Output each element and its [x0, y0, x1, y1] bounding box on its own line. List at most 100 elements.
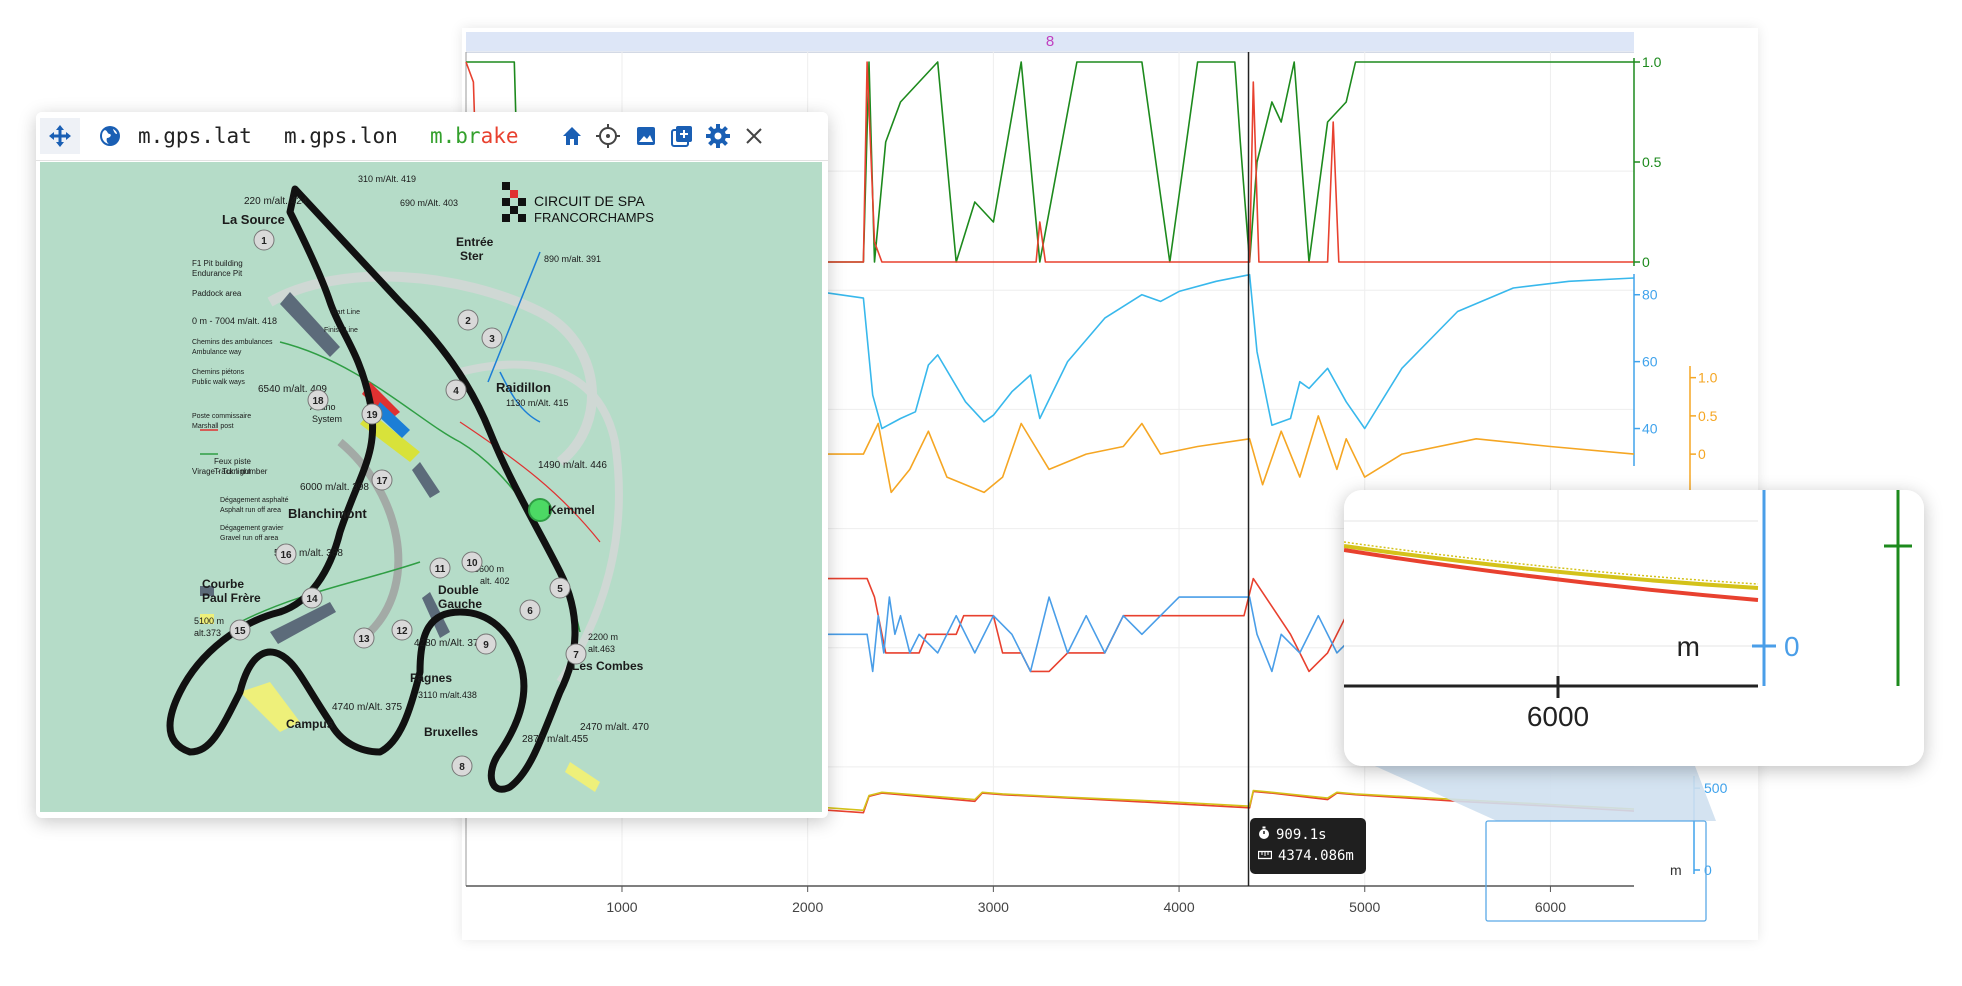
tooltip-distance-row: 4374.086m [1257, 848, 1354, 864]
turn-number: 18 [312, 396, 324, 407]
map-label: 2200 m [588, 632, 618, 642]
turn-marker [565, 643, 587, 665]
zoom-x-label: 6000 [1527, 701, 1589, 732]
home-icon[interactable] [554, 118, 590, 154]
crosshair-icon[interactable] [590, 118, 626, 154]
map-label: System [312, 414, 342, 424]
map-label: Dégagement asphalté [220, 497, 289, 504]
y-tick-label-brake: 0.5 [1642, 154, 1662, 170]
y-tick-label-speed: 40 [1642, 421, 1658, 437]
turn-marker [353, 627, 375, 649]
map-label: Raidillon [496, 380, 551, 395]
map-label: 5700 m/alt. 388 [274, 548, 343, 559]
y-unit-distance: m [1670, 862, 1682, 878]
map-label: Poste commissaire [192, 413, 251, 420]
y-tick-label-brake: 0 [1642, 254, 1650, 270]
cursor-tooltip: 909.1s 4374.086m [1250, 818, 1366, 874]
zoom-inset-plot: 6000 m 0 [1344, 490, 1924, 766]
turn-number: 4 [453, 386, 459, 397]
map-label: Courbe [202, 577, 244, 591]
add-layer-icon[interactable] [664, 118, 700, 154]
zoom-series-red [1344, 548, 1759, 602]
map-label: Entrée [456, 235, 494, 249]
y-tick-label-distance: 0 [1704, 862, 1712, 878]
y-tick-label-speed: 80 [1642, 287, 1658, 303]
map-label: Finish Line [324, 327, 358, 334]
tooltip-distance: 4374.086m [1278, 848, 1354, 864]
turn-number: 10 [466, 558, 478, 569]
turn-marker [445, 379, 467, 401]
turn-number: 5 [557, 584, 563, 595]
map-label: 1490 m/alt. 446 [538, 460, 607, 471]
map-toolbar: m.gps.lat m.gps.lon m.brake [36, 112, 828, 161]
zoom-region-box[interactable] [1485, 820, 1707, 922]
tooltip-time: 909.1s [1276, 827, 1327, 843]
turn-marker [253, 229, 275, 251]
close-icon[interactable] [736, 118, 772, 154]
zoom-series-yellow [1344, 544, 1759, 590]
map-label: Ster [460, 249, 484, 263]
y-tick-label-speed: 60 [1642, 354, 1658, 370]
turn-number: 19 [366, 410, 378, 421]
map-label: Chemins des ambulances [192, 339, 273, 346]
turn-marker [307, 389, 329, 411]
channel-brake-label-a: m.br [430, 124, 481, 148]
spa-circuit-map: CIRCUIT DE SPA FRANCORCHAMPS 220 m/alt. … [166, 174, 654, 793]
map-label: Campus [286, 717, 334, 731]
channel-lat-label: m.gps.lat [138, 124, 252, 148]
turn-number: 1 [261, 236, 267, 247]
map-label: 0 m - 7004 m/alt. 418 [192, 316, 277, 326]
turn-marker [451, 755, 473, 777]
turn-marker [371, 469, 393, 491]
map-label: Paddock area [192, 289, 242, 298]
image-icon[interactable] [628, 118, 664, 154]
channel-brake[interactable]: m.brake [430, 124, 519, 148]
turn-marker [229, 619, 251, 641]
globe-icon[interactable] [92, 118, 128, 154]
map-labels: 220 m/alt. 424 310 m/Alt. 419 690 m/Alt. 4… [192, 174, 649, 745]
map-label: Asphalt run off area [220, 507, 281, 514]
track-map-window[interactable]: m.gps.lat m.gps.lon m.brake [36, 112, 828, 818]
logo-title: CIRCUIT DE SPA [534, 193, 645, 209]
track-map[interactable]: CIRCUIT DE SPA FRANCORCHAMPS 220 m/alt. … [40, 162, 822, 812]
channel-lon-label: m.gps.lon [284, 124, 398, 148]
turn-marker [519, 599, 541, 621]
y-tick-label-distance: 500 [1704, 780, 1728, 796]
gear-icon[interactable] [700, 118, 736, 154]
map-label: Track light [214, 467, 251, 476]
map-label: Chemins piétons [192, 369, 245, 376]
map-label: 1130 m/Alt. 415 [506, 398, 568, 408]
map-label: 3110 m/alt.438 [418, 690, 477, 700]
channel-lat[interactable]: m.gps.lat [138, 124, 252, 148]
y-tick-label-brake: 1.0 [1642, 54, 1662, 70]
channel-lon[interactable]: m.gps.lon [284, 124, 398, 148]
turn-number: 6 [527, 606, 533, 617]
car-position-marker[interactable] [528, 498, 552, 522]
ruler-icon [1257, 848, 1273, 864]
turn-number: 2 [465, 316, 471, 327]
map-label: 4740 m/Alt. 375 [332, 702, 402, 713]
map-label: 890 m/alt. 391 [544, 254, 601, 264]
x-tick-label: 2000 [792, 899, 823, 915]
map-label: Kemmel [548, 503, 595, 517]
map-label: Marshall post [192, 423, 234, 430]
map-label: 4280 m/Alt. 377 [414, 638, 484, 649]
turn-number: 3 [489, 334, 495, 345]
turn-marker [275, 543, 297, 565]
turn-number: 13 [358, 634, 370, 645]
turn-marker [549, 577, 571, 599]
turn-marker [429, 557, 451, 579]
turn-marker [457, 309, 479, 331]
map-label: Ambulance way [192, 349, 242, 356]
turn-marker [475, 633, 497, 655]
move-icon[interactable] [40, 118, 80, 154]
map-label: 5100 m [194, 616, 224, 626]
map-label: 2870 m/alt.455 [522, 734, 589, 745]
y-tick-label-throttle: 0.5 [1698, 408, 1718, 424]
map-label: 690 m/Alt. 403 [400, 198, 458, 208]
map-label: Endurance Pit [192, 269, 243, 278]
map-label: alt.463 [588, 644, 615, 654]
map-label: 220 m/alt. 424 [244, 196, 308, 207]
